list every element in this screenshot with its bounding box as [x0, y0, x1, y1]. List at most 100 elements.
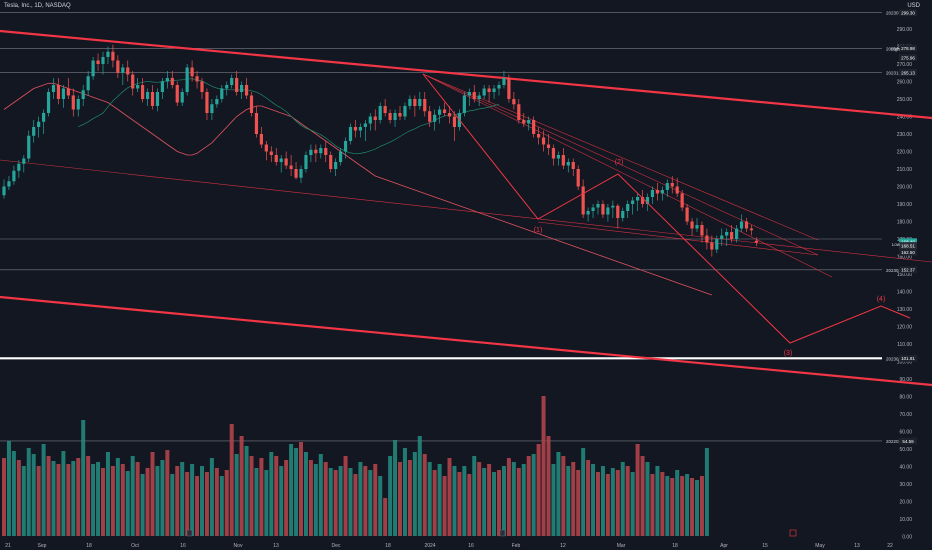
candle-body: [141, 85, 145, 99]
candle-body: [442, 109, 447, 113]
volume-bar: [695, 480, 699, 536]
volume-bar: [303, 452, 308, 536]
candle-body: [363, 123, 367, 127]
candle-body: [735, 228, 739, 239]
symbol-header: Tesla, Inc., 1D, NASDAQ: [4, 3, 71, 9]
time-tick-label: 21: [5, 543, 11, 549]
volume-bar: [447, 458, 452, 536]
volume-bar: [422, 454, 427, 536]
candle-body: [433, 114, 437, 122]
candle-body: [56, 85, 61, 99]
volume-bar: [699, 476, 704, 536]
elliott-wave-label: (3): [784, 350, 793, 357]
volume-bar: [6, 441, 11, 536]
volume-bar: [358, 462, 363, 536]
candle-body: [596, 204, 600, 208]
candle-body: [645, 197, 650, 204]
candle-body: [631, 200, 635, 204]
volume-bar: [586, 460, 591, 536]
time-tick-label: 18: [672, 543, 678, 549]
candle-body: [343, 141, 348, 152]
price-badge-label: 162.50: [901, 250, 915, 255]
volume-bar: [155, 466, 160, 536]
candle-body: [2, 186, 6, 196]
volume-bar: [655, 466, 660, 536]
volume-bar: [457, 472, 462, 536]
candle-body: [517, 104, 521, 120]
candle-body: [358, 127, 362, 131]
volume-bar: [348, 468, 353, 536]
price-tick-label: 50.00: [899, 447, 912, 453]
event-marker-icon: [789, 529, 797, 537]
time-tick-label: Oct: [131, 543, 139, 549]
price-tick-label: 270.00: [897, 62, 913, 68]
candle-body: [754, 240, 758, 243]
candle-body: [606, 207, 610, 215]
reference-level-label: 202304 low: [886, 268, 910, 273]
volume-bar: [120, 464, 125, 536]
volume-bar: [284, 460, 289, 536]
volume-bar: [51, 461, 56, 536]
volume-bar: [110, 466, 115, 536]
candle-body: [205, 92, 209, 113]
candle-body: [339, 151, 343, 162]
volume-bar: [610, 468, 615, 536]
volume-bar: [521, 464, 526, 536]
volume-bar: [125, 471, 130, 536]
volume-bar: [650, 474, 655, 536]
volume-bar: [76, 458, 81, 536]
volume-bar: [704, 448, 709, 536]
candle-body: [388, 113, 392, 120]
candle-body: [259, 134, 263, 145]
candle-body: [571, 162, 575, 169]
time-tick-label: 18: [86, 543, 92, 549]
time-tick-label: 22: [887, 543, 893, 549]
price-tick-label: 160.00: [897, 255, 913, 261]
candle-body: [150, 92, 155, 106]
price-badge-label: 101.81: [901, 356, 915, 361]
candle-body: [541, 137, 546, 145]
candle-body: [12, 170, 16, 182]
candle-body: [660, 190, 664, 194]
event-marker-icon: [186, 529, 193, 537]
candle-body: [145, 92, 150, 99]
candle-body: [294, 169, 298, 178]
candle-body: [373, 116, 377, 120]
volume-bar: [115, 458, 120, 536]
candle-body: [695, 225, 699, 229]
volume-bar: [254, 468, 259, 536]
elliott-wave-label: (1): [534, 227, 543, 234]
volume-bar: [234, 454, 239, 536]
volume-bar: [398, 462, 402, 536]
candle-body: [200, 81, 204, 92]
candle-body: [438, 109, 442, 115]
elliott-wave-path: [422, 73, 911, 344]
volume-bar: [432, 470, 437, 536]
time-tick-label: Feb: [512, 543, 521, 549]
volume-bar: [96, 462, 101, 536]
candle-body: [482, 88, 486, 96]
price-badge: [899, 54, 917, 62]
volume-bar: [492, 472, 497, 536]
candle-body: [418, 99, 422, 106]
volume-bar: [561, 456, 566, 536]
channel-line: [0, 29, 932, 120]
candle-body: [705, 235, 709, 243]
candle-body: [507, 78, 511, 99]
volume-bar: [487, 464, 492, 536]
reference-level-label: 202312 high: [886, 71, 911, 76]
time-tick-label: Nov: [234, 543, 243, 549]
candle-body: [556, 155, 560, 159]
candle-body: [230, 78, 234, 85]
price-badge-label: 54.59: [902, 439, 914, 444]
price-badge: [899, 248, 917, 256]
volume-bar: [200, 466, 204, 536]
candle-body: [537, 134, 541, 138]
volume-bar: [323, 462, 328, 536]
time-tick-label: Sep: [38, 543, 47, 549]
time-tick-label: 18: [385, 543, 391, 549]
price-tick-label: 150.00: [897, 272, 913, 278]
volume-bar: [576, 470, 581, 536]
price-tick-label: 260.00: [897, 80, 913, 86]
